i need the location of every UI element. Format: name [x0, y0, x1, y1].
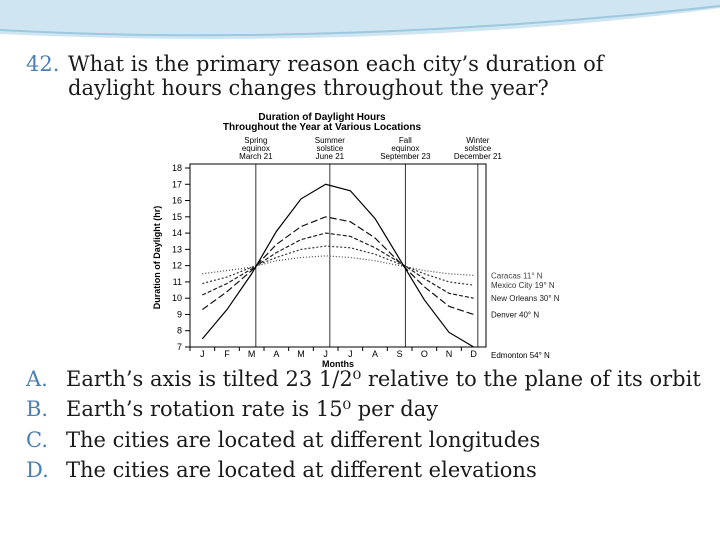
annotation: September 23 — [380, 152, 431, 161]
x-tick-label: D — [470, 349, 477, 359]
chart-background — [150, 110, 490, 372]
x-tick-label: M — [297, 349, 305, 359]
answers: A. Earth’s axis is tilted 23 1/2⁰ relativ… — [26, 366, 706, 487]
y-tick-label: 12 — [172, 261, 182, 271]
y-tick-label: 8 — [177, 326, 182, 336]
x-tick-label: M — [248, 349, 256, 359]
answer: A. Earth’s axis is tilted 23 1/2⁰ relativ… — [26, 366, 706, 392]
answer: B. Earth’s rotation rate is 15⁰ per day — [26, 396, 706, 422]
y-tick-label: 10 — [172, 293, 182, 303]
answer-text: Earth’s axis is tilted 23 1/2⁰ relative … — [66, 367, 701, 391]
annotation: equinox — [242, 144, 270, 153]
series-line — [201, 216, 474, 316]
series-line — [202, 232, 474, 299]
y-tick-label: 15 — [172, 212, 182, 222]
y-tick-label: 11 — [173, 277, 182, 287]
annotation: June 21 — [316, 152, 345, 161]
y-axis-title: Duration of Daylight (hr) — [152, 206, 162, 310]
annotation: solstice — [317, 144, 344, 153]
legend-label: New Orleans 30° N — [491, 294, 560, 303]
header-swoosh — [0, 0, 720, 39]
question-text: What is the primary reason each city’s d… — [68, 52, 604, 100]
series-line — [201, 183, 474, 348]
y-tick-label: 14 — [172, 228, 182, 238]
question-number: 42. — [26, 52, 60, 76]
y-tick-label: 13 — [172, 244, 182, 254]
x-tick-label: S — [397, 349, 403, 359]
x-tick-label: J — [323, 349, 328, 359]
answer-letter: A. — [26, 367, 48, 391]
x-tick-label: A — [372, 349, 378, 359]
answer-text: The cities are located at different elev… — [66, 457, 537, 482]
annotation: Spring — [244, 136, 267, 145]
chart-title: Throughout the Year at Various Locations — [223, 122, 422, 133]
answer-letter: D. — [26, 457, 49, 482]
answer-letter: B. — [26, 397, 49, 422]
answer-letter: C. — [26, 427, 48, 452]
x-axis-title: Months — [322, 359, 354, 369]
y-tick-label: 16 — [172, 196, 182, 206]
annotation: Summer — [315, 136, 346, 145]
answer-text: Earth’s rotation rate is 15⁰ per day — [66, 397, 439, 422]
legend-label: Denver 40° N — [491, 310, 539, 319]
answer-text: The cities are located at different long… — [66, 427, 541, 452]
answer: C. The cities are located at different lo… — [26, 427, 706, 453]
y-tick-label: 9 — [177, 309, 182, 319]
y-tick-label: 18 — [172, 163, 182, 173]
series-line — [202, 255, 474, 276]
annotation: March 21 — [239, 152, 273, 161]
chart-title: Duration of Daylight Hours — [258, 112, 386, 123]
legend-label: Edmonton 54° N — [491, 351, 550, 360]
annotation: Winter — [466, 136, 489, 145]
annotation: equinox — [391, 144, 419, 153]
legend-label: Mexico City 19° N — [491, 281, 555, 290]
annotation: solstice — [465, 144, 492, 153]
x-tick-label: J — [200, 349, 205, 359]
question: 42. What is the primary reason each city… — [26, 52, 666, 100]
answer: D. The cities are located at different el… — [26, 457, 706, 483]
x-tick-label: N — [446, 349, 453, 359]
y-tick-label: 17 — [172, 179, 182, 189]
x-tick-label: J — [348, 349, 353, 359]
series-line — [202, 245, 474, 286]
y-tick-label: 7 — [177, 342, 182, 352]
annotation: December 21 — [454, 152, 503, 161]
legend-label: Caracas 11° N — [491, 271, 543, 280]
x-tick-label: A — [273, 349, 279, 359]
annotation: Fall — [399, 136, 412, 145]
x-tick-label: O — [421, 349, 428, 359]
x-tick-label: F — [224, 349, 230, 359]
